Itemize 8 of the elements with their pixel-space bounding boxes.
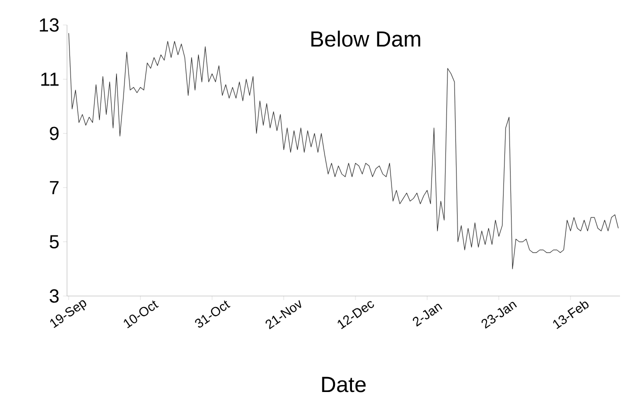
y-tick-label: 5: [50, 235, 59, 248]
x-axis-title: Date: [322, 376, 366, 392]
line-series: [68, 32, 619, 270]
y-tick-label: 11: [41, 72, 59, 86]
y-tick-label: 9: [50, 126, 59, 140]
y-tick-label: 13: [40, 18, 59, 32]
chart-title: Below Dam: [311, 30, 420, 47]
y-tick-label: 7: [50, 181, 59, 194]
